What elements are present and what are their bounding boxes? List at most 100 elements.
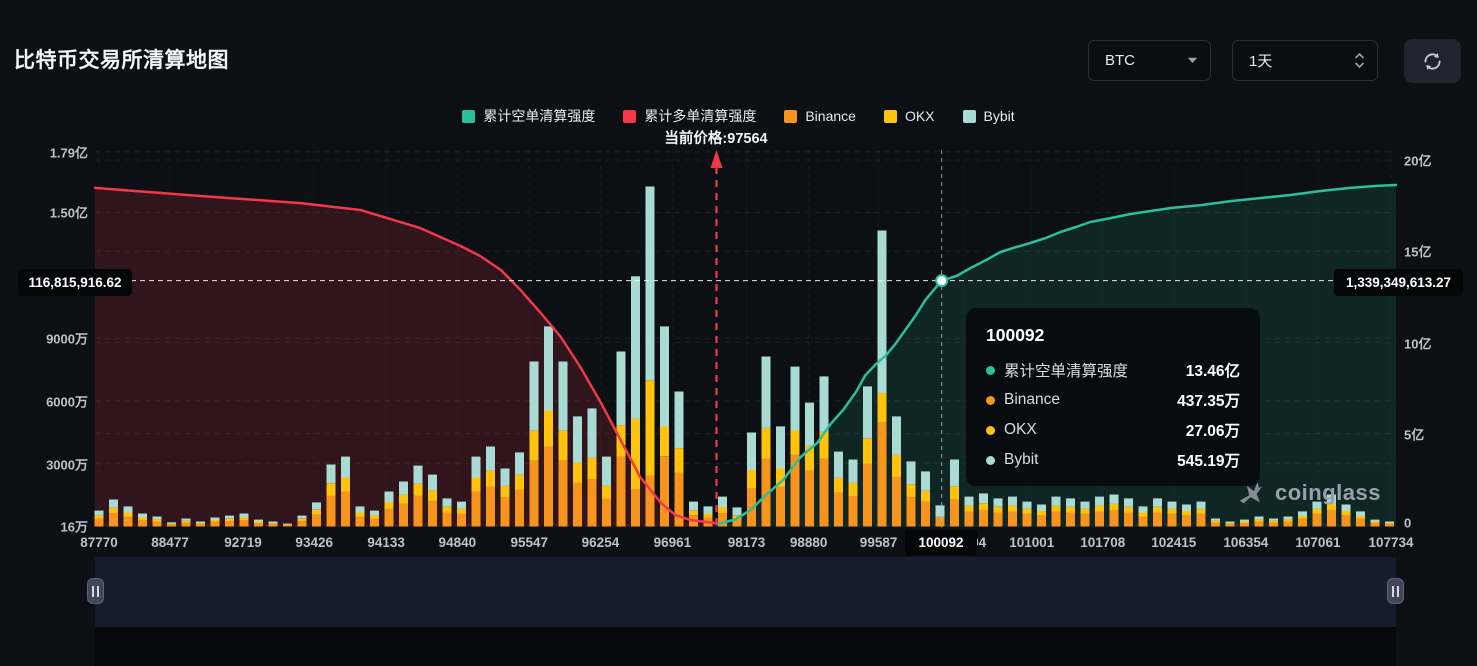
bar-okx	[471, 477, 481, 492]
bar-okx	[950, 486, 959, 500]
bar-bybit	[1370, 519, 1380, 522]
tooltip-series-label: Bybit	[1004, 451, 1039, 468]
navigator-right-handle[interactable]	[1387, 578, 1404, 604]
bar-bybit	[776, 426, 785, 469]
tooltip-series-value: 545.19万	[1177, 453, 1240, 470]
refresh-button[interactable]	[1404, 39, 1461, 83]
bar-binance	[1066, 512, 1075, 527]
bar-bybit	[892, 416, 901, 455]
bar-binance	[167, 524, 176, 527]
symbol-select[interactable]: BTC	[1088, 40, 1211, 81]
tooltip-row: Binance 437.35万	[986, 389, 1240, 411]
bar-okx	[1341, 511, 1351, 516]
bar-bybit	[660, 326, 669, 427]
bar-bybit	[1037, 504, 1046, 511]
bar-okx	[921, 490, 930, 502]
tooltip-series-label: 累计空单清算强度	[1004, 363, 1129, 380]
bar-bybit	[167, 522, 176, 524]
bar-bybit	[1109, 494, 1119, 504]
bar-bybit	[326, 464, 336, 484]
bar-okx	[152, 519, 162, 522]
y-axis-left-tick: 9000万	[46, 331, 88, 347]
bar-binance	[544, 446, 553, 527]
bar-bybit	[1051, 496, 1061, 506]
bar-okx	[964, 505, 974, 512]
tooltip-row: 累计空单清算强度 13.46亿	[986, 359, 1240, 381]
tooltip-series-dot	[986, 365, 995, 375]
bar-binance	[283, 525, 292, 527]
bar-binance	[1109, 510, 1119, 527]
tooltip-series-value: 437.35万	[1177, 393, 1240, 410]
tooltip-series-dot	[986, 395, 995, 405]
bar-bybit	[1008, 496, 1017, 506]
bar-binance	[109, 513, 118, 527]
bar-bybit	[1341, 504, 1351, 511]
bar-okx	[1283, 519, 1293, 522]
x-axis-tick: 95547	[510, 535, 549, 550]
long-liquidation-line	[93, 186, 719, 525]
bar-okx	[1370, 521, 1380, 523]
x-axis-tick: 94840	[438, 535, 477, 550]
chart-tooltip: 100092 累计空单清算强度 13.46亿 Binance 437.35万 OKX 27…	[966, 308, 1260, 486]
bar-okx	[239, 517, 249, 520]
bar-bybit	[587, 408, 597, 458]
bar-okx	[1254, 519, 1264, 522]
crosshair-x-value-flag: 100092	[905, 530, 977, 555]
bar-binance	[558, 460, 568, 527]
bar-okx	[326, 483, 336, 496]
bar-bybit	[210, 517, 220, 520]
coinglass-bird-icon	[1239, 481, 1263, 504]
bar-bybit	[863, 386, 872, 439]
navigator-left-handle[interactable]	[87, 578, 104, 604]
chart-range-navigator[interactable]	[87, 557, 1404, 627]
x-axis-tick: 98173	[727, 535, 766, 550]
bar-bybit	[1153, 498, 1162, 507]
bar-binance	[196, 524, 205, 527]
bar-bybit	[964, 496, 974, 506]
page-title: 比特币交易所清算地图	[14, 49, 229, 72]
bar-okx	[1022, 508, 1032, 514]
bar-binance	[326, 495, 336, 527]
chevron-down-icon	[1187, 57, 1198, 63]
bar-binance	[950, 499, 959, 527]
bar-binance	[297, 521, 307, 527]
interval-select[interactable]: 1天	[1232, 40, 1378, 81]
legend-swatch	[784, 109, 798, 123]
bar-binance	[1196, 513, 1206, 527]
bar-binance	[1240, 522, 1249, 527]
bar-bybit	[1298, 511, 1307, 516]
bar-binance	[254, 522, 263, 527]
bar-bybit	[254, 519, 263, 522]
bar-bybit	[834, 451, 843, 478]
bar-binance	[442, 512, 452, 527]
bar-bybit	[109, 499, 118, 508]
bar-okx	[1095, 505, 1104, 512]
legend-item-3[interactable]: Binance	[784, 106, 856, 126]
legend-item-1[interactable]: 累计空单清算强度	[462, 106, 595, 126]
tooltip-row: Bybit 545.19万	[986, 449, 1240, 471]
bar-bybit	[297, 515, 307, 519]
bar-binance	[805, 470, 814, 527]
bar-binance	[718, 513, 727, 527]
legend-label: OKX	[904, 108, 935, 124]
bottom-strip	[95, 627, 1396, 666]
bar-bybit	[1196, 501, 1206, 509]
bar-okx	[109, 507, 118, 514]
bar-binance	[312, 514, 321, 527]
bar-binance	[863, 463, 872, 527]
tooltip-series-value: 13.46亿	[1185, 363, 1240, 380]
legend-item-2[interactable]: 累计多单清算强度	[623, 106, 756, 126]
bar-okx	[631, 418, 640, 489]
bar-bybit	[544, 326, 553, 411]
bar-binance	[1283, 521, 1293, 527]
bar-bybit	[631, 276, 640, 419]
bar-binance	[1138, 516, 1148, 527]
bar-bybit	[921, 471, 930, 491]
bar-okx	[877, 393, 887, 423]
legend-item-4[interactable]: OKX	[883, 106, 935, 126]
x-axis-tick: 101708	[1080, 535, 1126, 550]
bar-bybit	[1022, 501, 1032, 509]
bar-okx	[225, 518, 234, 522]
legend-item-5[interactable]: Bybit	[962, 106, 1015, 126]
bar-bybit	[1182, 504, 1191, 511]
